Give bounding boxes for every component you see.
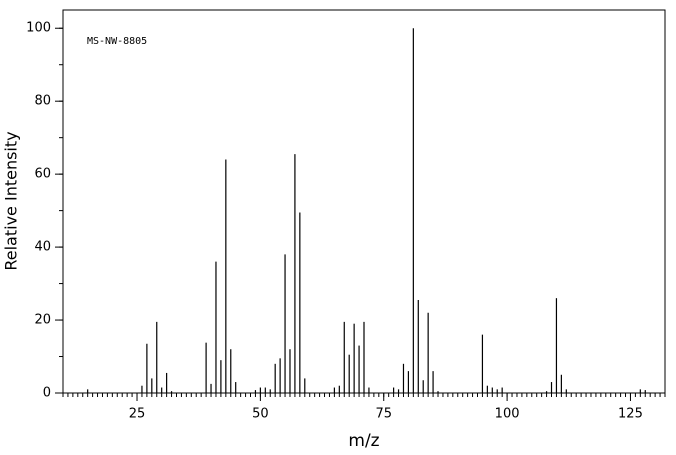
y-axis-label: Relative Intensity <box>2 131 21 270</box>
x-axis-label: m/z <box>348 431 379 451</box>
x-tick-label: 50 <box>252 407 269 422</box>
y-tick-label: 40 <box>34 240 51 255</box>
x-tick-label: 75 <box>375 407 392 422</box>
y-tick-label: 0 <box>43 386 51 401</box>
x-tick-label: 125 <box>618 407 643 422</box>
x-tick-label: 25 <box>129 407 146 422</box>
annotation: MS-NW-8805 <box>87 36 147 47</box>
y-tick-label: 20 <box>34 313 51 328</box>
y-tick-label: 80 <box>34 94 51 109</box>
y-tick-label: 100 <box>26 21 51 36</box>
y-tick-label: 60 <box>34 167 51 182</box>
x-tick-label: 100 <box>495 407 520 422</box>
